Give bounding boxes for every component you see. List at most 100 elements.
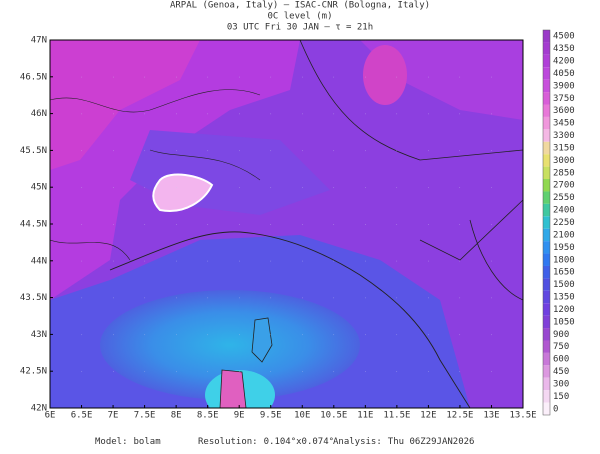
colorbar-swatch xyxy=(543,179,550,192)
colorbar-swatch xyxy=(543,265,550,279)
colorbar-label: 150 xyxy=(553,392,569,402)
lon-label: 7.5E xyxy=(134,411,156,421)
colorbar-label: 300 xyxy=(553,379,569,389)
lat-label: 47N xyxy=(31,36,47,46)
colorbar-label: 1950 xyxy=(553,243,575,253)
colorbar-label: 600 xyxy=(553,355,569,365)
subtitle: 0C level (m) xyxy=(267,12,332,22)
map-field xyxy=(50,40,523,408)
footer: Model: bolam Resolution: 0.104°x0.074°Analy… xyxy=(95,437,474,447)
colorbar-label: 3600 xyxy=(553,106,575,116)
colorbar-swatch xyxy=(543,92,550,105)
colorbar-label: 4200 xyxy=(553,57,575,67)
colorbar-swatch xyxy=(543,228,550,242)
colorbar-swatch xyxy=(543,303,550,316)
lon-label: 12.5E xyxy=(446,411,473,421)
lat-label: 46N xyxy=(31,109,47,119)
lon-label: 13.5E xyxy=(509,411,536,421)
lon-label: 9E xyxy=(234,411,245,421)
lat-label: 45N xyxy=(31,183,47,193)
colorbar-label: 1500 xyxy=(553,280,575,290)
colorbar-label: 2400 xyxy=(553,206,575,216)
colorbar-swatch xyxy=(543,241,550,254)
colorbar-swatch xyxy=(543,340,550,353)
colorbar-label: 2250 xyxy=(553,218,575,228)
colorbar-swatch xyxy=(543,290,550,304)
footer-value: Thu 06Z29JAN2026 xyxy=(388,437,475,447)
colorbar-swatch xyxy=(543,79,550,93)
colorbar-swatch xyxy=(543,154,550,167)
colorbar-label: 450 xyxy=(553,367,569,377)
lon-label: 12E xyxy=(420,411,436,421)
colorbar-label: 750 xyxy=(553,342,569,352)
colorbar-swatch xyxy=(543,352,550,366)
footer-value: 0.104°x0.074° xyxy=(264,437,334,447)
lat-label: 42.5N xyxy=(20,367,47,377)
colorbar-label: 1050 xyxy=(553,317,575,327)
colorbar-label: 4350 xyxy=(553,44,575,54)
lat-label: 42N xyxy=(31,404,47,414)
lon-label: 11E xyxy=(357,411,373,421)
subtitle: 03 UTC Fri 30 JAN — τ = 21h xyxy=(227,23,373,33)
colorbar-label: 1650 xyxy=(553,268,575,278)
colorbar-swatch xyxy=(543,315,550,329)
colorbar-swatch xyxy=(543,141,550,155)
colorbar-label: 2850 xyxy=(553,168,575,178)
footer-key: Analysis: xyxy=(333,437,382,447)
colorbar-label: 1350 xyxy=(553,293,575,303)
lat-label: 44N xyxy=(31,256,47,266)
lat-label: 44.5N xyxy=(20,220,47,230)
colorbar-swatch xyxy=(543,216,550,229)
lat-label: 43.5N xyxy=(20,293,47,303)
title: ARPAL (Genoa, Italy) — ISAC-CNR (Bologna… xyxy=(170,1,430,11)
lat-label: 46.5N xyxy=(20,72,47,82)
colorbar-swatch xyxy=(543,54,550,68)
lon-label: 7E xyxy=(108,411,119,421)
colorbar-swatch xyxy=(543,104,550,117)
colorbar-swatch xyxy=(543,253,550,266)
colorbar-label: 3300 xyxy=(553,131,575,141)
footer-value: bolam xyxy=(134,437,161,447)
lon-label: 8E xyxy=(171,411,182,421)
colorbar-swatch xyxy=(543,390,550,403)
lon-label: 10E xyxy=(294,411,310,421)
lat-label: 43N xyxy=(31,330,47,340)
lat-label: 45.5N xyxy=(20,146,47,156)
colorbar-label: 2100 xyxy=(553,230,575,240)
colorbar-swatch xyxy=(543,278,550,291)
colorbar-label: 2550 xyxy=(553,193,575,203)
colorbar-swatch xyxy=(543,30,550,43)
footer-item: Model: bolam xyxy=(95,437,161,447)
lon-label: 9.5E xyxy=(260,411,282,421)
lon-label: 6.5E xyxy=(71,411,93,421)
colorbar-swatch xyxy=(543,328,550,341)
colorbar-swatch xyxy=(543,129,550,142)
colorbar-label: 4500 xyxy=(553,32,575,42)
colorbar-swatch xyxy=(543,116,550,130)
colorbar-frame xyxy=(542,29,551,416)
colorbar-label: 3450 xyxy=(553,119,575,129)
colorbar-label: 3000 xyxy=(553,156,575,166)
footer-key: Model: xyxy=(95,437,128,447)
footer-item: Resolution: 0.104°x0.074° xyxy=(198,437,334,447)
colorbar-swatch xyxy=(543,402,550,415)
colorbar-label: 900 xyxy=(553,330,569,340)
colorbar-swatch xyxy=(543,365,550,378)
colorbar-swatch xyxy=(543,166,550,180)
colorbar-label: 1200 xyxy=(553,305,575,315)
lon-label: 6E xyxy=(45,411,56,421)
lon-label: 8.5E xyxy=(197,411,219,421)
colorbar-label: 3750 xyxy=(553,94,575,104)
colorbar-swatch xyxy=(543,203,550,217)
colorbar-label: 4050 xyxy=(553,69,575,79)
colorbar-label: 0 xyxy=(553,404,558,414)
lon-label: 13E xyxy=(483,411,499,421)
colorbar-label: 3900 xyxy=(553,81,575,91)
colorbar-label: 1800 xyxy=(553,255,575,265)
lon-label: 10.5E xyxy=(320,411,347,421)
colorbar-swatch xyxy=(543,42,550,55)
colorbar-swatch xyxy=(543,191,550,204)
colorbar-label: 2700 xyxy=(553,181,575,191)
footer-item: Analysis: Thu 06Z29JAN2026 xyxy=(333,437,474,447)
